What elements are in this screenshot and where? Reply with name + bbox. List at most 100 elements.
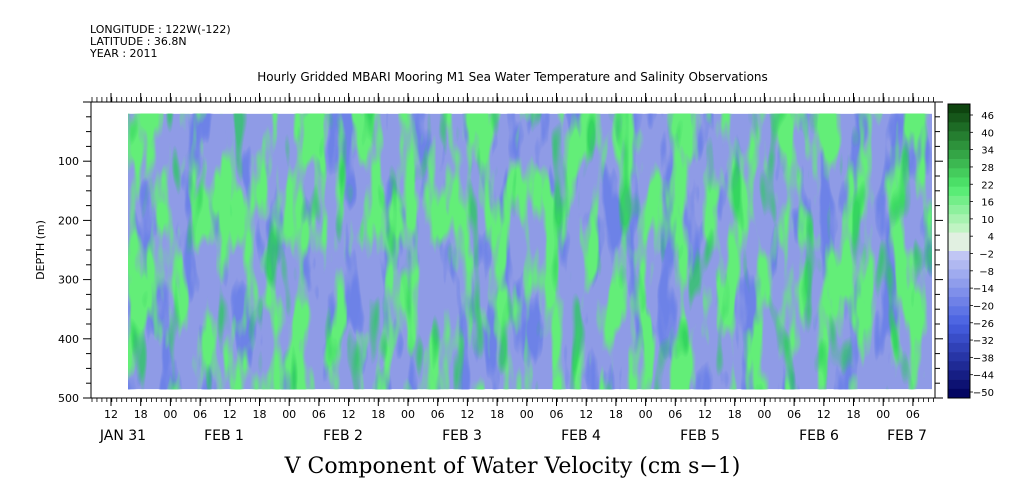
- colorbar-label: 4: [988, 232, 994, 243]
- colorbar-swatch: [948, 287, 970, 298]
- hour-tick-label: 06: [787, 408, 801, 421]
- colorbar-label: 46: [981, 111, 994, 122]
- colorbar-swatch: [948, 388, 970, 399]
- colorbar-swatch: [948, 232, 970, 243]
- colorbar-swatch: [948, 113, 970, 123]
- date-tick-label: JAN 31: [99, 428, 146, 444]
- colorbar-label: −32: [973, 336, 994, 347]
- hour-tick-label: 00: [163, 408, 177, 421]
- hour-tick-label: 12: [817, 408, 831, 421]
- hour-tick-label: 12: [104, 408, 118, 421]
- colorbar-swatch: [948, 251, 970, 261]
- hour-tick-label: 00: [520, 408, 534, 421]
- date-tick-label: FEB 4: [561, 428, 601, 444]
- y-axis-label: DEPTH (m): [34, 220, 47, 280]
- hour-tick-label: 18: [728, 408, 742, 421]
- hour-tick-label: 06: [193, 408, 207, 421]
- colorbar-label: −44: [973, 371, 994, 382]
- colorbar-swatch: [948, 195, 970, 206]
- colorbar-label: −38: [973, 353, 994, 364]
- hour-tick-label: 06: [550, 408, 564, 421]
- hour-tick-label: 00: [401, 408, 415, 421]
- colorbar-swatch: [948, 379, 970, 390]
- colorbar-swatch: [948, 214, 970, 224]
- hour-tick-label: 00: [639, 408, 653, 421]
- colorbar-label: −8: [979, 267, 994, 278]
- colorbar-swatch: [948, 342, 970, 353]
- plot-axes: 12 18 00 06 12 18 00 06 12 18 00 06 12 18 00 06 12 18 00 06…: [34, 93, 943, 444]
- colorbar-swatch: [948, 186, 970, 197]
- colorbar-swatch: [948, 177, 970, 187]
- date-tick-label: FEB 5: [680, 428, 720, 444]
- colorbar-label: 40: [981, 128, 994, 139]
- date-tick-label: FEB 3: [442, 428, 482, 444]
- metadata-block: LONGITUDE : 122W(-122) LATITUDE : 36.8N …: [90, 24, 231, 60]
- colorbar-swatch: [948, 278, 970, 289]
- y-tick-label: 400: [58, 333, 79, 346]
- colorbar-swatch: [948, 140, 970, 151]
- colorbar-swatch: [948, 296, 970, 307]
- hour-tick-label: 12: [460, 408, 474, 421]
- y-tick-label: 100: [58, 155, 79, 168]
- colorbar-swatch: [948, 223, 970, 233]
- colorbar-label: 34: [981, 146, 994, 157]
- hour-tick-label: 06: [431, 408, 445, 421]
- hour-tick-label: 12: [342, 408, 356, 421]
- colorbar-swatch: [948, 370, 970, 380]
- colorbar-label: −2: [979, 250, 994, 261]
- field-positive-cores: [128, 113, 932, 390]
- y-tick-label: 200: [58, 214, 79, 227]
- colorbar-swatch: [948, 205, 970, 215]
- date-tick-label: FEB 1: [204, 428, 244, 444]
- hour-tick-label: 00: [876, 408, 890, 421]
- colorbar-label: −26: [973, 319, 994, 330]
- colorbar-swatch: [948, 361, 970, 371]
- colorbar-label: −14: [973, 284, 994, 295]
- date-tick-label: FEB 2: [323, 428, 363, 444]
- x-axis-label: V Component of Water Velocity (cm s−1): [284, 454, 741, 479]
- hour-tick-label: 12: [698, 408, 712, 421]
- hour-tick-label: 18: [609, 408, 623, 421]
- velocity-field: [128, 113, 932, 390]
- colorbar-swatch: [948, 104, 970, 114]
- hour-tick-label: 06: [906, 408, 920, 421]
- colorbar-label: 28: [981, 163, 994, 174]
- hour-tick-label: 00: [282, 408, 296, 421]
- colorbar-swatch: [948, 159, 970, 169]
- longitude-label: LONGITUDE : 122W(-122): [90, 23, 231, 36]
- colorbar-label: 16: [981, 198, 994, 209]
- colorbar-swatch: [948, 315, 970, 325]
- date-tick-label: FEB 7: [887, 428, 927, 444]
- colorbar-swatch: [948, 168, 970, 178]
- hour-tick-label: 12: [223, 408, 237, 421]
- hour-tick-label: 12: [579, 408, 593, 421]
- colorbar-swatch: [948, 306, 970, 316]
- colorbar-swatch: [948, 149, 970, 160]
- colorbar-swatch: [948, 260, 970, 270]
- colorbar-label: 10: [981, 215, 994, 226]
- date-tick-label: FEB 6: [799, 428, 839, 444]
- latitude-label: LATITUDE : 36.8N: [90, 35, 187, 48]
- colorbar: 46 40 34 28 22 16 10 4 −2 −8 −14 −20 −26 −32 −38 −44 −50: [947, 103, 994, 399]
- hour-tick-label: 18: [253, 408, 267, 421]
- year-label: YEAR : 2011: [90, 47, 158, 60]
- hour-tick-label: 18: [490, 408, 504, 421]
- colorbar-label: −50: [973, 388, 994, 399]
- colorbar-swatch: [948, 352, 970, 362]
- hour-tick-label: 18: [134, 408, 148, 421]
- colorbar-swatch: [948, 324, 970, 334]
- colorbar-label: −20: [973, 301, 994, 312]
- hour-tick-label: 06: [312, 408, 326, 421]
- colorbar-swatch: [948, 333, 970, 344]
- hour-tick-label: 18: [371, 408, 385, 421]
- hour-tick-label: 00: [757, 408, 771, 421]
- chart-title: Hourly Gridded MBARI Mooring M1 Sea Wate…: [257, 70, 768, 84]
- colorbar-swatch: [948, 131, 970, 142]
- colorbar-swatch: [948, 269, 970, 279]
- colorbar-swatch: [948, 241, 970, 252]
- y-tick-label: 500: [58, 392, 79, 405]
- y-tick-label: 300: [58, 274, 79, 287]
- colorbar-label: 22: [981, 180, 994, 191]
- hour-tick-label: 06: [668, 408, 682, 421]
